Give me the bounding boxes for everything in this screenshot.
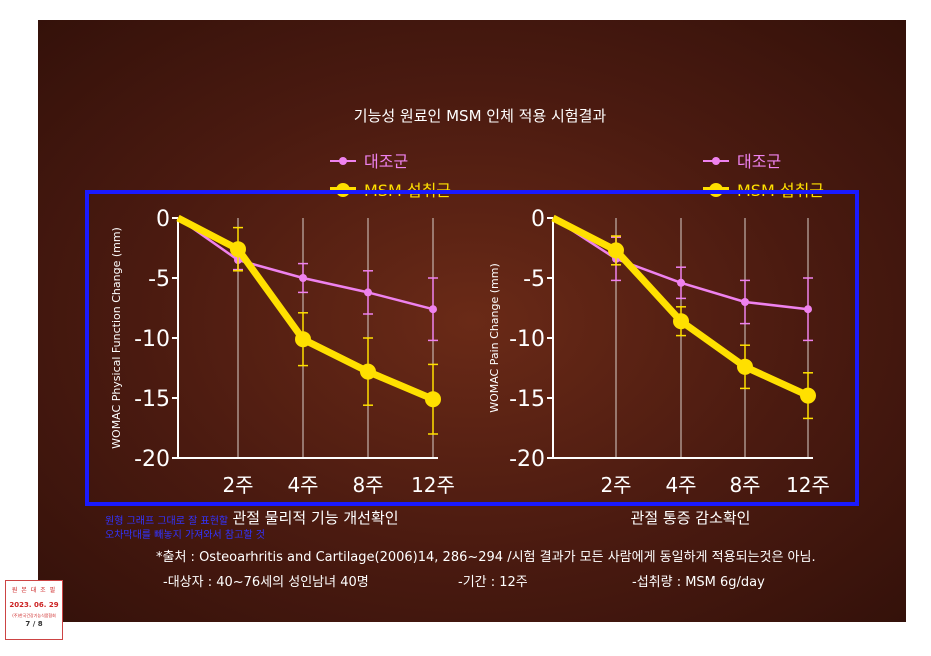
chart-title: 기능성 원료인 MSM 인체 적용 시험결과 <box>354 107 607 125</box>
y-tick-label-0-4: -20 <box>134 447 170 472</box>
y-axis-title-0: WOMAC Physical Function Change (mm) <box>110 227 123 449</box>
x-tick-label-0-2: 8주 <box>352 473 383 497</box>
point-1-1-2 <box>673 313 689 330</box>
overlay-note-2: 오차막대를 빼놓지 가져와서 참고할 것 <box>105 529 265 541</box>
y-tick-label-1-1: -5 <box>523 267 545 292</box>
y-tick-label-1-4: -20 <box>509 447 545 472</box>
footnote-period: -기간 : 12주 <box>458 575 528 590</box>
y-tick-label-1-2: -10 <box>509 327 545 352</box>
y-tick-label-0-0: 0 <box>156 207 170 232</box>
point-1-1-3 <box>737 358 753 375</box>
point-1-0-4 <box>804 305 812 314</box>
approval-stamp: 원 본 대 조 필 2023. 06. 29 (주)한국건강기능식품협회 7 /… <box>5 580 63 640</box>
x-tick-label-1-2: 8주 <box>729 473 760 497</box>
stamp-title: 원 본 대 조 필 <box>11 587 57 594</box>
stamp-org: (주)한국건강기능식품협회 <box>12 613 56 618</box>
point-0-1-4 <box>425 391 441 408</box>
x-axis-caption-1: 관절 통증 감소확인 <box>631 509 751 527</box>
legend-label-control-1: 대조군 <box>737 152 781 171</box>
legend-marker-control-0 <box>339 157 347 165</box>
x-tick-label-1-1: 4주 <box>665 473 696 497</box>
point-0-1-1 <box>230 241 246 258</box>
slide-panel: 기능성 원료인 MSM 인체 적용 시험결과 0 -5 -10 -15 -20 2주 4주 8… <box>38 20 906 622</box>
x-axis-caption-0: 관절 물리적 기능 개선확인 <box>232 509 398 527</box>
highlight-box <box>85 190 859 506</box>
footnote-subjects: -대상자 : 40~76세의 성인남녀 40명 <box>163 575 369 590</box>
y-tick-label-1-3: -15 <box>509 387 545 412</box>
x-tick-label-1-3: 12주 <box>786 473 830 497</box>
point-0-1-3 <box>360 363 376 380</box>
point-0-0-4 <box>429 305 437 314</box>
stamp-date: 2023. 06. 29 <box>9 601 59 609</box>
overlay-note-1: 원형 그래프 그대로 잘 표현할 <box>105 515 228 527</box>
point-0-0-3 <box>364 288 372 297</box>
footnote-source: *출처 : Osteoarhritis and Cartilage(2006)1… <box>156 550 816 565</box>
footnote-dose: -섭취량 : MSM 6g/day <box>632 575 765 590</box>
x-tick-label-0-3: 12주 <box>411 473 455 497</box>
point-0-1-2 <box>295 331 311 348</box>
chart-svg: 기능성 원료인 MSM 인체 적용 시험결과 0 -5 -10 -15 -20 2주 4주 8… <box>85 107 859 590</box>
point-0-0-2 <box>299 274 307 282</box>
x-tick-label-1-0: 2주 <box>600 473 631 497</box>
x-tick-label-0-1: 4주 <box>287 473 318 497</box>
plots-group: 0 -5 -10 -15 -20 2주 4주 8주 12주 WOMAC Physical Func… <box>110 152 830 527</box>
legend-marker-control-1 <box>712 157 720 165</box>
legend-label-control-0: 대조군 <box>364 152 408 171</box>
point-1-1-4 <box>800 387 816 404</box>
y-axis-title-1: WOMAC Pain Change (mm) <box>488 263 501 413</box>
y-tick-label-1-0: 0 <box>531 207 545 232</box>
x-tick-label-0-0: 2주 <box>222 473 253 497</box>
y-tick-label-0-3: -15 <box>134 387 170 412</box>
point-1-0-3 <box>741 298 749 306</box>
y-tick-label-0-2: -10 <box>134 327 170 352</box>
point-1-1-1 <box>608 242 624 259</box>
y-tick-label-0-1: -5 <box>148 267 170 292</box>
stamp-page: 7 / 8 <box>25 620 43 628</box>
point-1-0-2 <box>677 278 685 287</box>
